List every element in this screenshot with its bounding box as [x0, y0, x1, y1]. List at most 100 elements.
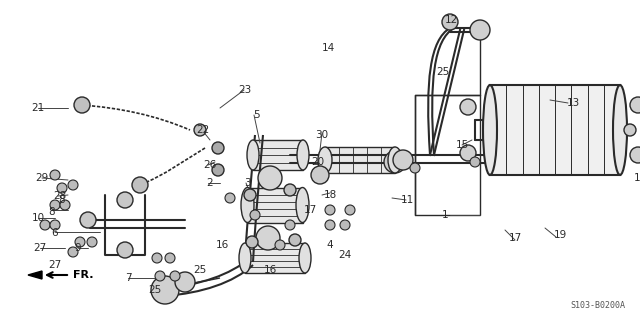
Text: 11: 11 — [401, 195, 413, 205]
Circle shape — [460, 99, 476, 115]
Bar — [248, 188, 303, 222]
Circle shape — [212, 142, 224, 154]
Circle shape — [410, 163, 420, 173]
Text: 27: 27 — [49, 260, 61, 270]
Text: 27: 27 — [33, 243, 47, 253]
Polygon shape — [28, 271, 42, 279]
Circle shape — [117, 242, 133, 258]
Text: 7: 7 — [125, 273, 131, 283]
Circle shape — [250, 210, 260, 220]
Text: 12: 12 — [444, 15, 458, 25]
Circle shape — [225, 193, 235, 203]
Circle shape — [50, 200, 60, 210]
Circle shape — [170, 271, 180, 281]
Circle shape — [50, 170, 60, 180]
Circle shape — [155, 271, 165, 281]
Ellipse shape — [318, 147, 332, 173]
Circle shape — [246, 236, 258, 248]
Circle shape — [68, 247, 78, 257]
Circle shape — [57, 183, 67, 193]
Text: 24: 24 — [339, 250, 351, 260]
Circle shape — [40, 220, 50, 230]
Circle shape — [442, 14, 458, 30]
Ellipse shape — [241, 188, 254, 222]
Ellipse shape — [388, 147, 402, 173]
Circle shape — [285, 220, 295, 230]
Bar — [415, 95, 480, 215]
Text: 6: 6 — [52, 228, 58, 238]
Circle shape — [470, 157, 480, 167]
Text: 19: 19 — [554, 230, 566, 240]
Ellipse shape — [297, 140, 309, 170]
Text: 10: 10 — [31, 213, 45, 223]
Circle shape — [325, 205, 335, 215]
Ellipse shape — [613, 85, 627, 175]
Circle shape — [624, 124, 636, 136]
Text: 4: 4 — [326, 240, 333, 250]
Circle shape — [289, 234, 301, 246]
Circle shape — [74, 97, 90, 113]
Text: 28: 28 — [53, 191, 67, 201]
Text: 20: 20 — [312, 157, 324, 167]
Text: FR.: FR. — [73, 270, 93, 280]
Ellipse shape — [239, 243, 251, 273]
Circle shape — [460, 145, 476, 161]
Text: 16: 16 — [264, 265, 276, 275]
Circle shape — [194, 124, 206, 136]
Text: 22: 22 — [196, 125, 210, 135]
Circle shape — [258, 166, 282, 190]
Circle shape — [151, 276, 179, 304]
Bar — [253, 140, 303, 170]
Text: 21: 21 — [31, 103, 45, 113]
Text: 9: 9 — [75, 243, 81, 253]
Text: 25: 25 — [436, 67, 450, 77]
Circle shape — [275, 240, 285, 250]
Circle shape — [212, 164, 224, 176]
Bar — [325, 147, 395, 173]
Circle shape — [345, 205, 355, 215]
Circle shape — [470, 20, 490, 40]
Circle shape — [244, 189, 256, 201]
Bar — [245, 243, 305, 273]
Text: 2: 2 — [207, 178, 213, 188]
Circle shape — [87, 237, 97, 247]
Text: 3: 3 — [244, 178, 250, 188]
Text: 29: 29 — [35, 173, 49, 183]
Circle shape — [393, 150, 413, 170]
Text: 8: 8 — [59, 195, 65, 205]
Text: 13: 13 — [566, 98, 580, 108]
Text: S103-B0200A: S103-B0200A — [570, 300, 625, 309]
Text: 17: 17 — [508, 233, 522, 243]
Circle shape — [311, 166, 329, 184]
Ellipse shape — [299, 243, 311, 273]
Circle shape — [165, 253, 175, 263]
Circle shape — [256, 226, 280, 250]
Text: 25: 25 — [193, 265, 207, 275]
Text: 5: 5 — [253, 110, 259, 120]
Circle shape — [284, 184, 296, 196]
Text: 17: 17 — [303, 205, 317, 215]
Circle shape — [340, 220, 350, 230]
Ellipse shape — [247, 140, 259, 170]
Text: 18: 18 — [323, 190, 337, 200]
Circle shape — [630, 147, 640, 163]
Circle shape — [384, 151, 406, 173]
Text: 23: 23 — [238, 85, 252, 95]
Text: 15: 15 — [456, 140, 468, 150]
Ellipse shape — [296, 188, 309, 222]
Text: 16: 16 — [216, 240, 228, 250]
Bar — [490, 85, 620, 175]
Text: 8: 8 — [49, 207, 55, 217]
Ellipse shape — [483, 85, 497, 175]
Circle shape — [175, 272, 195, 292]
Circle shape — [50, 220, 60, 230]
Circle shape — [68, 180, 78, 190]
Circle shape — [325, 220, 335, 230]
Circle shape — [117, 192, 133, 208]
Circle shape — [152, 253, 162, 263]
Circle shape — [132, 177, 148, 193]
Circle shape — [75, 237, 85, 247]
Circle shape — [630, 97, 640, 113]
Text: 30: 30 — [316, 130, 328, 140]
Text: 14: 14 — [321, 43, 335, 53]
